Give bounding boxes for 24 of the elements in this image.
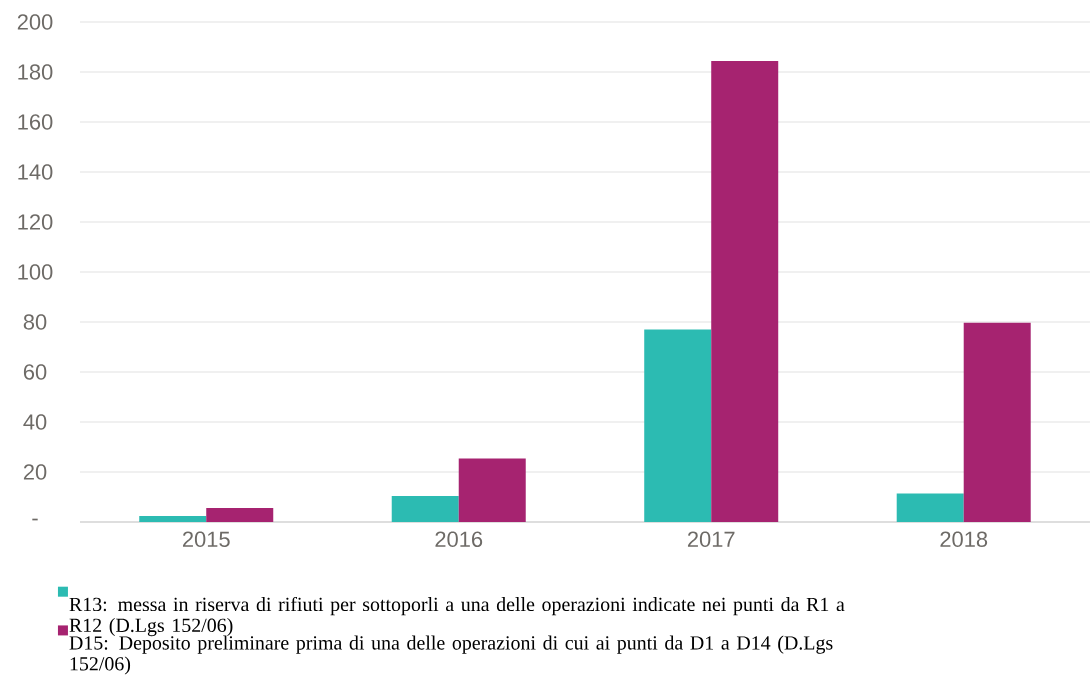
y-tick-label: 80 [23,314,47,330]
y-tick-label: 200 [17,14,53,30]
bar [711,61,779,522]
bar [206,508,274,522]
bar [963,322,1031,522]
bar [139,516,207,522]
x-tick-label: 2018 [940,531,988,548]
y-tick-label: 60 [23,364,47,380]
y-tick-label: 160 [18,114,53,130]
y-tick-label: 140 [18,164,53,180]
bar [644,329,712,522]
bar [896,493,964,522]
y-tick-label: 120 [18,214,53,230]
bar [458,458,526,522]
x-tick-label: 2017 [687,531,735,548]
y-tick-label: 40 [23,414,47,430]
x-tick-label: 2016 [435,531,483,548]
y-tick-label: 180 [18,64,53,80]
y-tick-label: 100 [18,264,53,280]
bar [391,496,459,522]
y-tick-label: - [32,518,38,521]
x-tick-label: 2015 [182,531,230,548]
y-tick-label: 20 [23,464,47,480]
legend-label: D15: Deposito preliminare prima di una delle operazioni di cui ai punti da D1 a D14 (D.Lgs 152/06) [69,635,833,675]
